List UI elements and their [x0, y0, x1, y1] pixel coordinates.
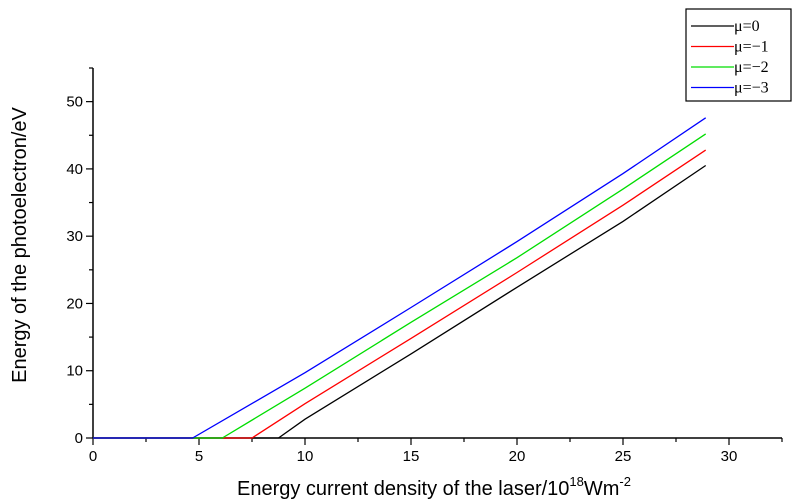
- x-tick-label: 0: [89, 448, 97, 465]
- legend: μ=0 μ=−1 μ=−2 μ=−3: [685, 8, 792, 102]
- tick-labels: 0 5 10 15 20 25 30 0 10 20 30 40 50: [66, 94, 737, 465]
- x-axis-title: Energy current density of the laser/1018…: [237, 474, 631, 500]
- y-tick-label: 0: [75, 430, 83, 447]
- legend-box: [685, 8, 792, 102]
- x-tick-label: 30: [721, 448, 738, 465]
- y-tick-label: 20: [66, 295, 83, 312]
- y-tick-label: 10: [66, 363, 83, 380]
- y-tick-label: 50: [66, 94, 83, 111]
- series-line-2: [93, 133, 707, 439]
- x-axis-title-sup2: -2: [619, 474, 631, 489]
- x-tick-label: 10: [297, 448, 314, 465]
- y-tick-label: 40: [66, 161, 83, 178]
- series-line-3: [93, 117, 707, 439]
- series-line-0: [93, 164, 707, 439]
- x-axis-title-main: Energy current density of the laser/10: [237, 478, 569, 500]
- x-tick-label: 25: [615, 448, 632, 465]
- legend-label-0: μ=0: [734, 18, 760, 35]
- x-tick-label: 5: [195, 448, 203, 465]
- x-axis-title-sup1: 18: [569, 474, 583, 489]
- x-tick-label: 20: [509, 448, 526, 465]
- x-tick-label: 15: [403, 448, 420, 465]
- legend-label-3: μ=−3: [734, 80, 769, 97]
- plot-axes: [86, 67, 783, 445]
- series-line-1: [93, 149, 707, 439]
- legend-label-2: μ=−2: [734, 59, 769, 76]
- x-axis-title-unit: Wm: [584, 478, 620, 500]
- y-tick-label: 30: [66, 228, 83, 245]
- y-axis-title: Energy of the photoelectron/eV: [9, 106, 31, 382]
- legend-label-1: μ=−1: [734, 39, 769, 56]
- series-layer: [93, 117, 707, 439]
